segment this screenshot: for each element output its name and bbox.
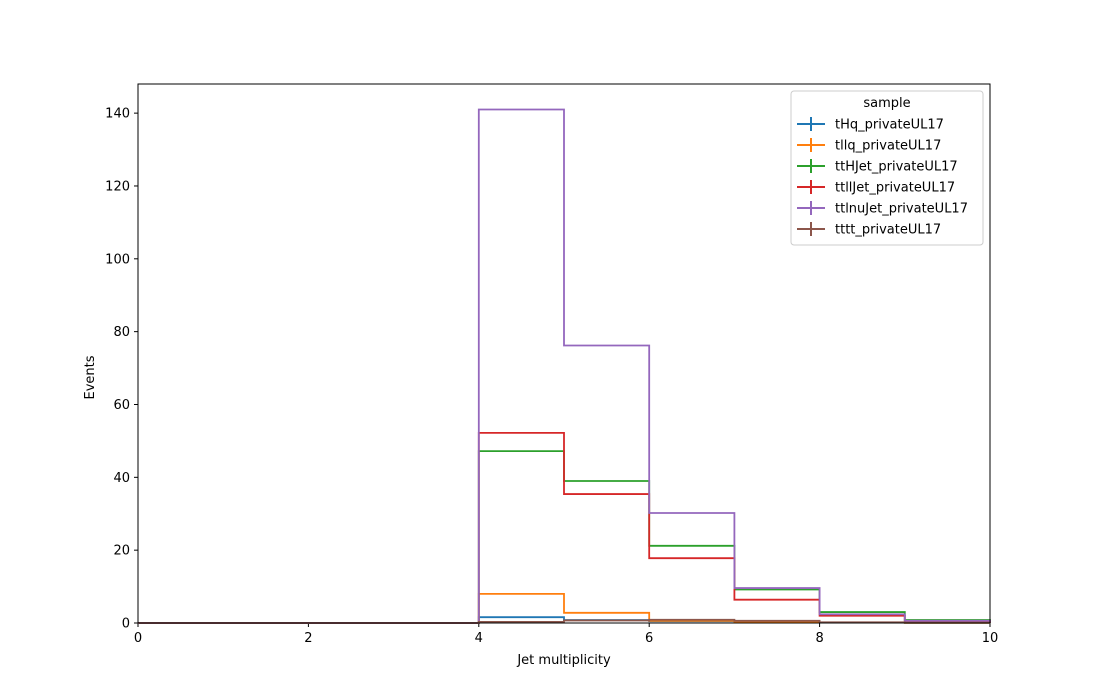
legend-item: tllq_privateUL17 — [797, 138, 941, 154]
legend-label: ttlnuJet_privateUL17 — [835, 202, 968, 217]
x-tick-label: 0 — [134, 631, 142, 646]
x-tick-label: 4 — [475, 631, 483, 646]
plot-frame — [137, 83, 991, 624]
x-tick-label: 2 — [304, 631, 312, 646]
y-axis-ticks: 0 20 40 60 80 100 120 140 — [105, 107, 138, 632]
y-axis-label: Events — [83, 355, 98, 399]
legend-label: ttllJet_privateUL17 — [835, 181, 955, 196]
y-tick-label: 80 — [113, 325, 130, 340]
legend-box — [790, 90, 984, 246]
y-tick-label: 140 — [105, 107, 130, 122]
legend-item: ttllJet_privateUL17 — [797, 180, 955, 196]
y-tick-label: 120 — [105, 179, 130, 194]
legend-title: sample — [863, 96, 910, 111]
legend-label: tHq_privateUL17 — [835, 118, 944, 133]
legend-label: ttHJet_privateUL17 — [835, 160, 958, 175]
legend-item: ttHJet_privateUL17 — [797, 159, 958, 175]
x-tick-label: 8 — [815, 631, 823, 646]
x-axis-ticks: 0 2 4 6 8 10 — [134, 623, 998, 646]
x-tick-label: 10 — [982, 631, 999, 646]
y-tick-label: 60 — [113, 398, 130, 413]
y-tick-label: 20 — [113, 544, 130, 559]
legend-item: tHq_privateUL17 — [797, 117, 944, 133]
y-tick-label: 100 — [105, 252, 130, 267]
legend-label: tllq_privateUL17 — [835, 139, 941, 154]
legend-item: ttlnuJet_privateUL17 — [797, 201, 968, 217]
x-tick-label: 6 — [645, 631, 653, 646]
legend-item: tttt_privateUL17 — [797, 222, 941, 238]
legend-label: tttt_privateUL17 — [835, 223, 941, 238]
legend-items: tHq_privateUL17 tllq_privateUL17 ttHJet_pr… — [797, 117, 968, 238]
y-tick-label: 0 — [122, 617, 130, 632]
legend: sample tHq_privateUL17 tllq_privateUL17tt… — [790, 90, 984, 246]
y-tick-label: 40 — [113, 471, 130, 486]
x-axis-label: Jet multiplicity — [516, 653, 611, 668]
